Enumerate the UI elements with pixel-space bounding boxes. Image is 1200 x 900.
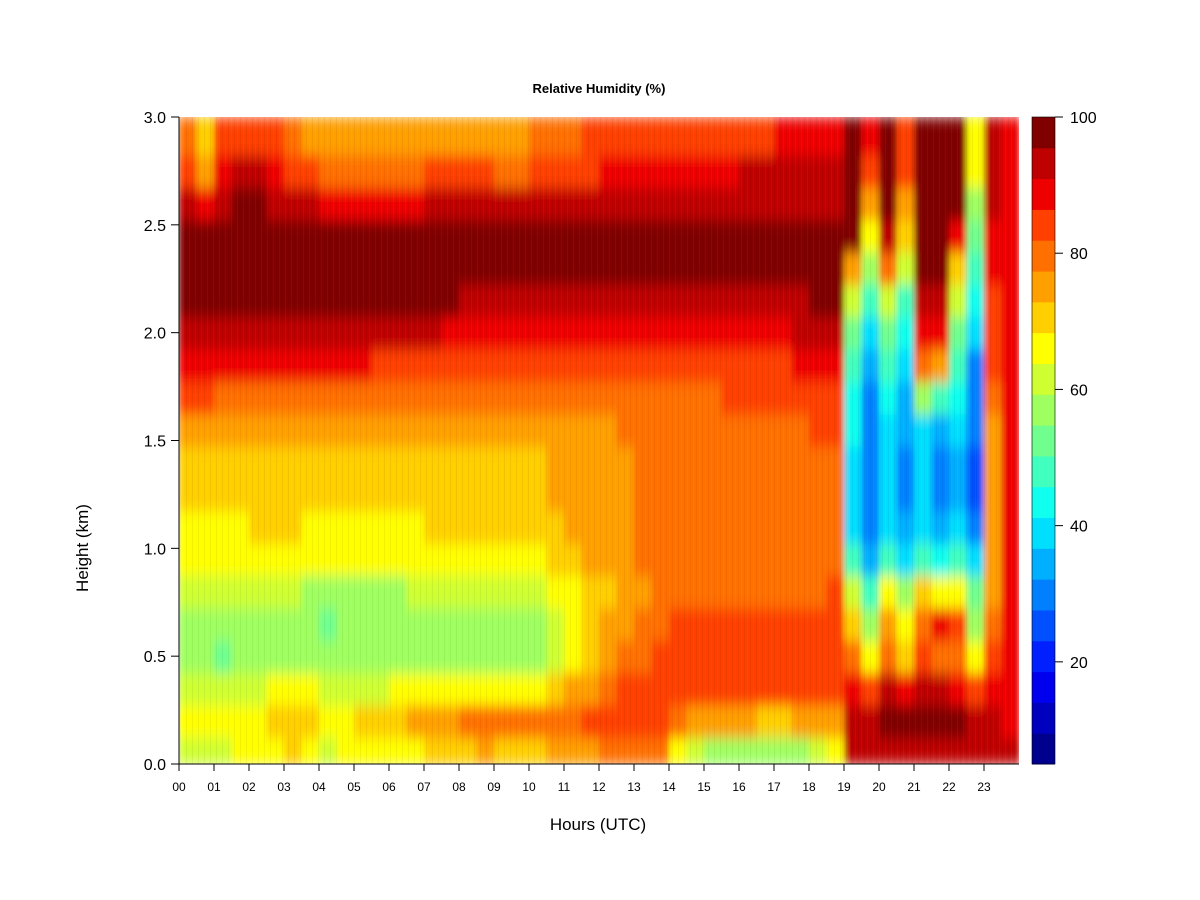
colorbar-border — [1031, 116, 1056, 765]
x-tick-label: 08 — [452, 780, 466, 794]
x-tick-label: 04 — [312, 780, 326, 794]
colorbar-tick-label: 20 — [1070, 655, 1088, 672]
x-tick-label: 12 — [592, 780, 606, 794]
colorbar-tick-label: 80 — [1070, 246, 1088, 263]
colorbar-segment — [1032, 455, 1055, 488]
x-tick-label: 06 — [382, 780, 396, 794]
colorbar-segment — [1032, 394, 1055, 426]
y-tick-label: 1.5 — [144, 434, 166, 451]
y-axis: 0.0 0.5 1.0 1.5 2.0 2.5 3.0 — [144, 110, 180, 774]
x-tick-label: 14 — [662, 780, 676, 794]
colorbar-segment — [1032, 301, 1055, 334]
y-axis-title: Height (km) — [73, 504, 92, 592]
x-tick-label: 21 — [907, 780, 921, 794]
x-axis: 00 01 02 03 04 05 06 07 08 09 10 11 12 13 14 15 16 17 18 19… — [172, 763, 1019, 794]
x-tick-label: 03 — [277, 780, 291, 794]
chart-title: Relative Humidity (%) — [533, 81, 666, 96]
y-tick-label: 2.0 — [144, 326, 166, 343]
x-tick-label: 00 — [172, 780, 186, 794]
x-tick-label: 09 — [487, 780, 501, 794]
colorbar-segment — [1032, 117, 1055, 149]
x-tick-label: 18 — [802, 780, 816, 794]
heatmap — [179, 117, 1019, 764]
x-tick-label: 07 — [417, 780, 431, 794]
x-tick-label: 01 — [207, 780, 221, 794]
x-tick-label: 10 — [522, 780, 536, 794]
colorbar-segment — [1032, 178, 1055, 210]
x-tick-label: 22 — [942, 780, 956, 794]
colorbar-segment — [1032, 548, 1055, 580]
x-tick-label: 11 — [558, 780, 571, 794]
colorbar-tick-label: 60 — [1070, 382, 1088, 399]
y-tick-label: 3.0 — [144, 110, 166, 127]
colorbar-segment — [1032, 209, 1055, 241]
colorbar-segment — [1032, 486, 1055, 519]
x-tick-label: 23 — [977, 780, 991, 794]
colorbar-segment — [1032, 425, 1055, 457]
colorbar-segment — [1032, 579, 1055, 611]
colorbar-segment — [1032, 640, 1055, 673]
colorbar-segment — [1032, 671, 1055, 703]
colorbar-segment — [1032, 609, 1055, 642]
colorbar-tick-label: 100 — [1070, 110, 1097, 127]
x-tick-label: 05 — [347, 780, 361, 794]
x-tick-label: 19 — [837, 780, 851, 794]
colorbar-segment — [1032, 702, 1055, 734]
colorbar-segment — [1032, 363, 1055, 395]
x-tick-label: 02 — [242, 780, 256, 794]
x-tick-label: 15 — [697, 780, 711, 794]
colorbar-segment — [1032, 271, 1055, 303]
x-axis-title: Hours (UTC) — [550, 815, 646, 834]
x-tick-label: 16 — [732, 780, 746, 794]
colorbar-segment — [1032, 147, 1055, 180]
y-tick-label: 0.0 — [144, 757, 166, 774]
colorbar-segment — [1032, 332, 1055, 364]
colorbar-tick-label: 40 — [1070, 519, 1088, 536]
y-tick-label: 2.5 — [144, 218, 166, 235]
colorbar-segment — [1032, 733, 1055, 765]
y-tick-label: 0.5 — [144, 649, 166, 666]
x-tick-label: 13 — [627, 780, 641, 794]
colorbar: 20 40 60 80 100 — [1031, 110, 1097, 765]
colorbar-segment — [1032, 240, 1055, 272]
y-tick-label: 1.0 — [144, 541, 166, 558]
x-tick-label: 20 — [872, 780, 886, 794]
x-tick-label: 17 — [767, 780, 781, 794]
colorbar-segment — [1032, 517, 1055, 549]
